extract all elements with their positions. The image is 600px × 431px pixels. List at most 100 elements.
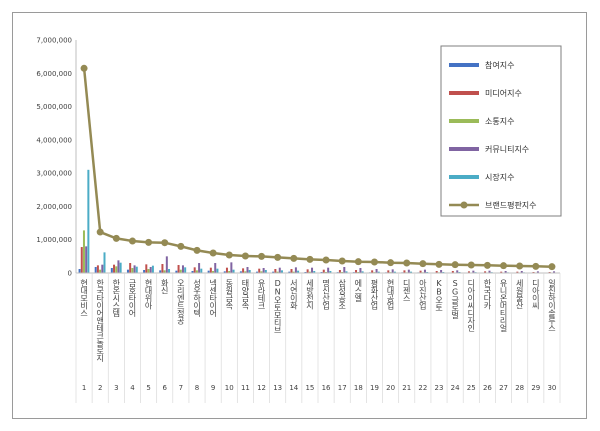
brand-reputation-chart: 0 1,000,000 2,000,000 3,000,000 4,000,000 5,0… (36, 37, 562, 403)
bar-커뮤니티지수 (149, 267, 152, 273)
bar-시장지수 (280, 270, 283, 273)
bar-참여지수 (223, 271, 226, 273)
bar-커뮤니티지수 (343, 267, 346, 273)
rank-label: 23 (435, 384, 444, 392)
rank-label: 8 (195, 384, 199, 392)
line-point (290, 254, 298, 262)
rank-label: 16 (322, 384, 331, 392)
category-label: 디아이씨디자인 (466, 279, 475, 332)
bar-소통지수 (195, 270, 198, 273)
rank-label: 22 (418, 384, 427, 392)
category-label: 디젠스 (402, 279, 411, 302)
bar-참여지수 (191, 271, 194, 273)
line-point (306, 255, 314, 263)
bar-커뮤니티지수 (311, 267, 314, 273)
line-point (112, 234, 120, 242)
category-label: 디아이씨 (531, 279, 540, 310)
bar-미디어지수 (242, 268, 245, 273)
line-point (241, 252, 249, 260)
bar-미디어지수 (129, 263, 132, 273)
bar-커뮤니티지수 (440, 270, 443, 273)
bar-커뮤니티지수 (246, 267, 249, 273)
rank-label: 12 (257, 384, 266, 392)
bar-소통지수 (131, 268, 134, 273)
legend-label: 소통지수 (485, 117, 514, 126)
rank-label: 3 (114, 384, 118, 392)
bar-시장지수 (200, 268, 203, 273)
bar-커뮤니티지수 (294, 267, 297, 273)
bar-소통지수 (99, 269, 102, 273)
line-point (483, 261, 491, 269)
bar-커뮤니티지수 (117, 260, 120, 273)
bar-미디어지수 (419, 270, 422, 273)
bar-참여지수 (272, 271, 275, 273)
category-label: 아진산업 (418, 278, 427, 310)
bar-커뮤니티지수 (520, 271, 523, 273)
bar-소통지수 (82, 230, 85, 273)
bar-참여지수 (175, 270, 178, 273)
category-label: 금호타이어 (128, 279, 137, 318)
bar-미디어지수 (290, 269, 293, 273)
rank-label: 25 (467, 384, 476, 392)
line-point (161, 239, 169, 247)
rank-label: 10 (225, 384, 234, 392)
bar-커뮤니티지수 (198, 263, 201, 273)
y-tick-label: 1,000,000 (36, 236, 72, 244)
category-label: 한국타이어앤테크놀로지 (95, 279, 104, 363)
bar-커뮤니티지수 (553, 271, 556, 273)
bar-커뮤니티지수 (85, 246, 88, 273)
bar-커뮤니티지수 (278, 267, 281, 273)
bar-미디어지수 (306, 269, 309, 273)
line-point (467, 261, 475, 269)
rank-label: 6 (162, 384, 167, 392)
bar-미디어지수 (274, 269, 277, 273)
bar-시장지수 (377, 271, 380, 273)
bar-소통지수 (308, 271, 311, 273)
line-point (354, 258, 362, 266)
bar-커뮤니티지수 (504, 271, 507, 273)
bar-참여지수 (94, 267, 97, 273)
category-label: 에스엘 (354, 279, 363, 302)
bar-커뮤니티지수 (472, 270, 475, 273)
line-point (128, 237, 136, 245)
bar-시장지수 (393, 271, 396, 273)
bar-미디어지수 (451, 271, 454, 273)
bar-커뮤니티지수 (391, 269, 394, 273)
legend-swatch (449, 63, 479, 67)
bar-소통지수 (228, 271, 231, 273)
bar-미디어지수 (322, 269, 325, 273)
category-label: 현대위아 (144, 279, 153, 311)
line-point (96, 228, 104, 236)
line-point (145, 238, 153, 246)
legend-swatch (449, 147, 479, 151)
bar-미디어지수 (145, 264, 148, 273)
rank-label: 28 (515, 384, 524, 392)
category-label: 세방전지 (305, 279, 314, 311)
category-label: 오리엔트정공 (176, 279, 185, 325)
rank-label: 17 (338, 384, 347, 392)
legend-swatch (449, 119, 479, 123)
rank-label: 29 (531, 384, 540, 392)
legend-swatch (449, 91, 479, 95)
bar-시장지수 (135, 266, 138, 273)
category-label: 평화산업 (370, 278, 379, 310)
bar-series (78, 169, 558, 274)
bar-시장지수 (313, 271, 316, 273)
bar-미디어지수 (403, 270, 406, 273)
legend-marker (460, 201, 468, 209)
line-point (548, 263, 556, 271)
bar-시장지수 (216, 268, 219, 273)
rank-label: 1 (82, 384, 86, 392)
brand-reputation-line (80, 64, 556, 271)
category-label: 일진하이솔루스 (547, 279, 556, 332)
rank-label: 7 (179, 384, 183, 392)
bar-커뮤니티지수 (230, 262, 233, 273)
category-label: 한국다카 (483, 279, 492, 311)
bar-미디어지수 (209, 267, 212, 273)
bar-시장지수 (297, 270, 300, 273)
y-tick-label: 0 (68, 270, 72, 278)
bar-미디어지수 (484, 271, 487, 273)
bar-소통지수 (147, 269, 150, 273)
bar-시장지수 (119, 262, 122, 273)
